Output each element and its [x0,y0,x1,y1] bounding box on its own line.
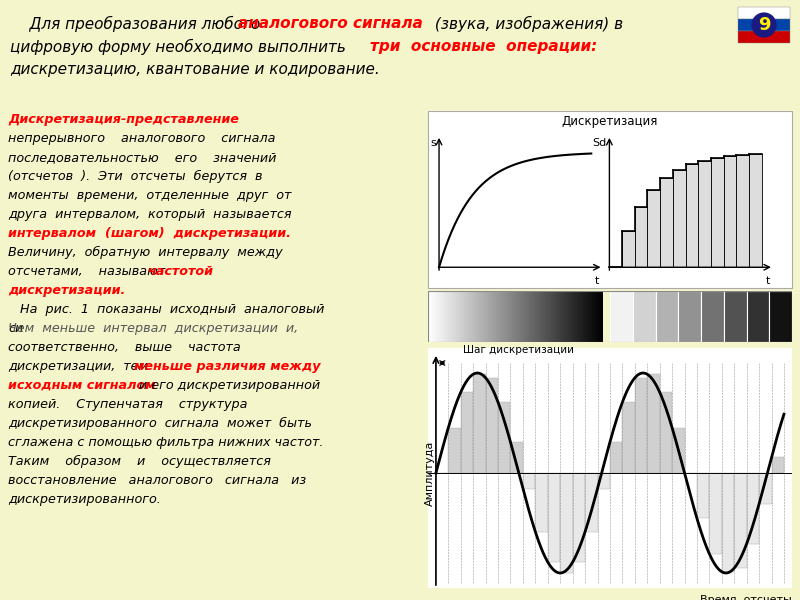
Text: копией.    Ступенчатая    структура: копией. Ступенчатая структура [8,398,247,411]
Text: дискретизации.: дискретизации. [8,284,126,297]
Text: Sd: Sd [593,138,607,148]
Text: (звука, изображения) в: (звука, изображения) в [430,16,623,32]
Text: Амплитуда: Амплитуда [425,440,435,506]
Text: соответственно,    выше    частота: соответственно, выше частота [8,341,241,354]
Text: Шаг дискретизации: Шаг дискретизации [463,345,574,355]
Text: Дискретизация: Дискретизация [562,115,658,128]
Bar [647,190,660,267]
Bar [736,155,749,267]
Bar [697,473,710,518]
Bar [647,374,660,473]
Text: восстановление   аналогового   сигнала   из: восстановление аналогового сигнала из [8,474,306,487]
Bar [678,291,701,342]
Text: непрерывного    аналогового    сигнала: непрерывного аналогового сигнала [8,132,275,145]
Text: аналогового сигнала: аналогового сигнала [238,16,422,31]
Bar [560,473,573,573]
Text: Время, отсчеты: Время, отсчеты [700,595,792,600]
Bar [738,19,790,31]
Bar [673,170,686,267]
FancyBboxPatch shape [428,111,792,288]
Bar [759,473,771,504]
Bar [585,473,598,532]
Bar [738,31,790,43]
Bar [734,473,746,568]
Bar [610,291,633,342]
Text: сглажена с помощью фильтра нижних частот.: сглажена с помощью фильтра нижних частот… [8,436,323,449]
Bar [711,158,723,267]
Text: На  рис.  1  показаны  исходный  аналоговый: На рис. 1 показаны исходный аналоговый [8,303,324,316]
Bar [622,402,634,473]
Text: Для преобразования любого: Для преобразования любого [10,16,266,32]
Text: дискретизацию, квантование и кодирование.: дискретизацию, квантование и кодирование… [10,62,380,77]
Bar [746,473,759,544]
Text: Дискретизация-представление: Дискретизация-представление [8,113,239,126]
Text: моменты  времени,  отделенные  друг  от: моменты времени, отделенные друг от [8,189,291,202]
Text: цифровую форму необходимо выполнить: цифровую форму необходимо выполнить [10,39,350,55]
Bar [498,402,510,473]
Text: последовательностью    его    значений: последовательностью его значений [8,151,276,164]
Text: 9: 9 [758,16,770,34]
Text: си: си [8,322,23,335]
Text: s: s [431,138,437,148]
Bar [655,291,678,342]
Bar [738,7,790,19]
Text: исходным сигналом: исходным сигналом [8,379,156,392]
Text: интервалом  (шагом)  дискретизации.: интервалом (шагом) дискретизации. [8,227,291,240]
Bar [723,156,736,267]
Bar [610,442,622,473]
Bar [573,473,585,562]
Bar [710,473,722,554]
Text: t: t [595,277,599,286]
Bar [535,473,548,532]
Bar [660,178,673,267]
Text: частотой: частотой [148,265,214,278]
Text: дискретизированного  сигнала  может  быть: дискретизированного сигнала может быть [8,417,312,430]
Text: дискретизации,  тем: дискретизации, тем [8,360,152,373]
Text: отсчетами,    называют: отсчетами, называют [8,265,174,278]
Text: Таким    образом    и    осуществляется: Таким образом и осуществляется [8,455,271,468]
Bar [672,428,685,473]
Bar [722,473,734,572]
Bar [771,457,784,473]
Text: друга  интервалом,  который  называется: друга интервалом, который называется [8,208,291,221]
Bar [746,291,770,342]
Bar [474,374,486,473]
Bar [448,428,461,473]
Bar [660,392,672,473]
Text: Величину,  обратную  интервалу  между: Величину, обратную интервалу между [8,246,282,259]
Bar [634,378,647,473]
Bar [598,473,610,488]
Bar [749,154,762,267]
Text: Дискретированный сигнал: Дискретированный сигнал [631,137,770,148]
Bar [770,291,792,342]
Bar [523,473,535,488]
Text: дискретизированного.: дискретизированного. [8,493,161,506]
Bar [686,164,698,267]
Text: меньше различия между: меньше различия между [134,360,321,373]
Bar [701,291,724,342]
Bar [622,231,634,267]
Bar [486,378,498,473]
Text: Аналоговый сигнал: Аналоговый сигнал [469,137,570,148]
Bar [461,392,474,473]
Bar [724,291,746,342]
Text: (отсчетов  ).  Эти  отсчеты  берутся  в: (отсчетов ). Эти отсчеты берутся в [8,170,262,183]
Bar [510,442,523,473]
Bar [634,206,647,267]
Text: и его дискретизированной: и его дискретизированной [135,379,320,392]
Bar [698,161,711,267]
Text: три  основные  операции:: три основные операции: [370,39,598,54]
Text: Чем  меньше  интервал  дискретизации  и,: Чем меньше интервал дискретизации и, [8,322,298,335]
Bar [548,473,560,562]
Bar [633,291,655,342]
Text: t: t [766,277,770,286]
